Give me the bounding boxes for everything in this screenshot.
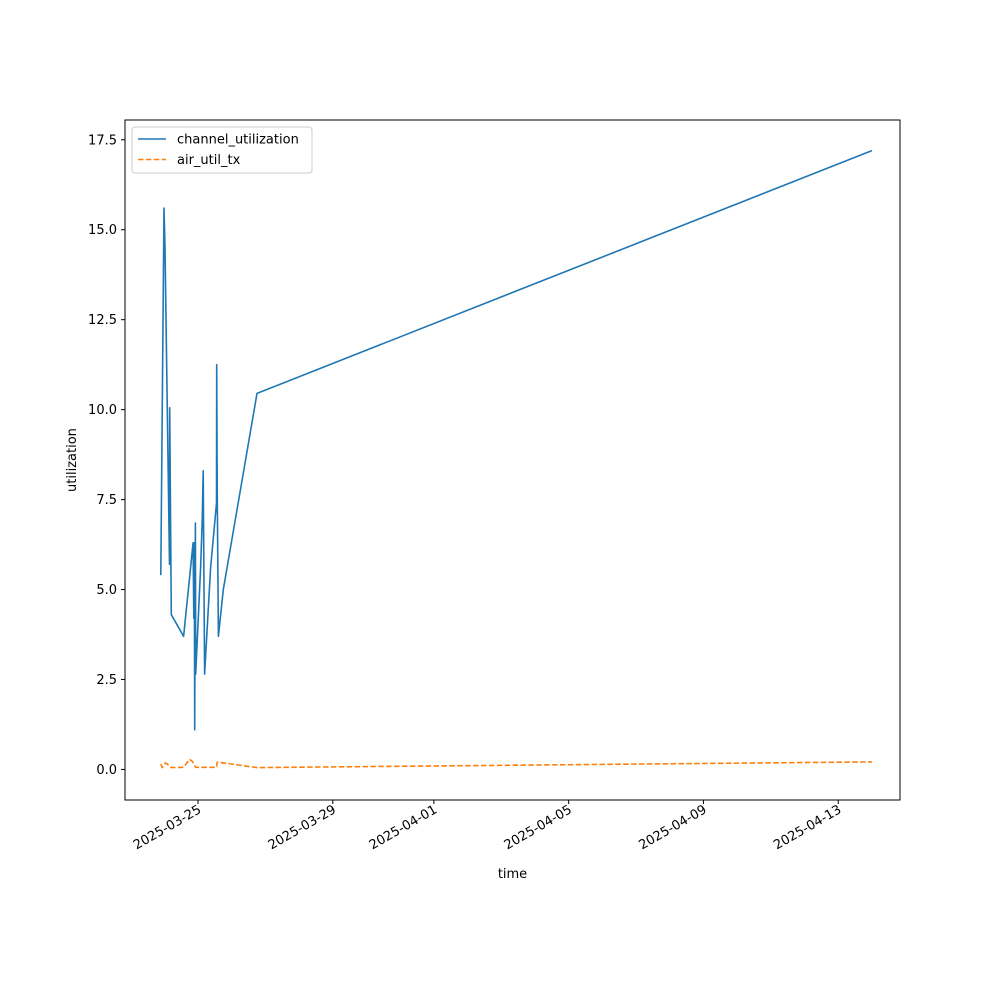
x-tick-label: 2025-04-09 <box>637 802 710 853</box>
legend: channel_utilization air_util_tx <box>131 126 313 174</box>
y-tick-label: 10.0 <box>88 403 117 418</box>
legend-box <box>131 126 313 174</box>
series-line-channel-utilization <box>160 149 873 731</box>
series-layer <box>160 149 873 769</box>
plot-frame <box>124 119 901 801</box>
x-axis-ticks: 2025-03-25 2025-03-29 2025-04-01 2025-04-05… <box>131 800 844 853</box>
y-axis-ticks: 0.0 2.5 5.0 7.5 10.0 12.5 15.0 17.5 <box>88 133 125 778</box>
legend-label-air-util-tx: air_util_tx <box>177 153 241 168</box>
y-tick-label: 7.5 <box>96 493 117 508</box>
x-tick-label: 2025-03-29 <box>266 802 339 853</box>
x-tick-label: 2025-04-05 <box>502 802 575 853</box>
y-tick-label: 17.5 <box>88 133 117 148</box>
y-tick-label: 2.5 <box>96 673 117 688</box>
y-tick-label: 12.5 <box>88 313 117 328</box>
y-tick-label: 5.0 <box>96 583 117 598</box>
series-line-air-util-tx <box>160 758 872 769</box>
x-tick-label: 2025-04-13 <box>771 802 844 853</box>
y-tick-label: 0.0 <box>96 763 117 778</box>
y-axis-label: utilization <box>65 428 80 492</box>
x-tick-label: 2025-03-25 <box>131 802 204 853</box>
x-axis-label: time <box>498 867 527 882</box>
legend-label-channel-utilization: channel_utilization <box>177 133 299 148</box>
y-tick-label: 15.0 <box>88 223 117 238</box>
x-tick-label: 2025-04-01 <box>367 802 440 853</box>
